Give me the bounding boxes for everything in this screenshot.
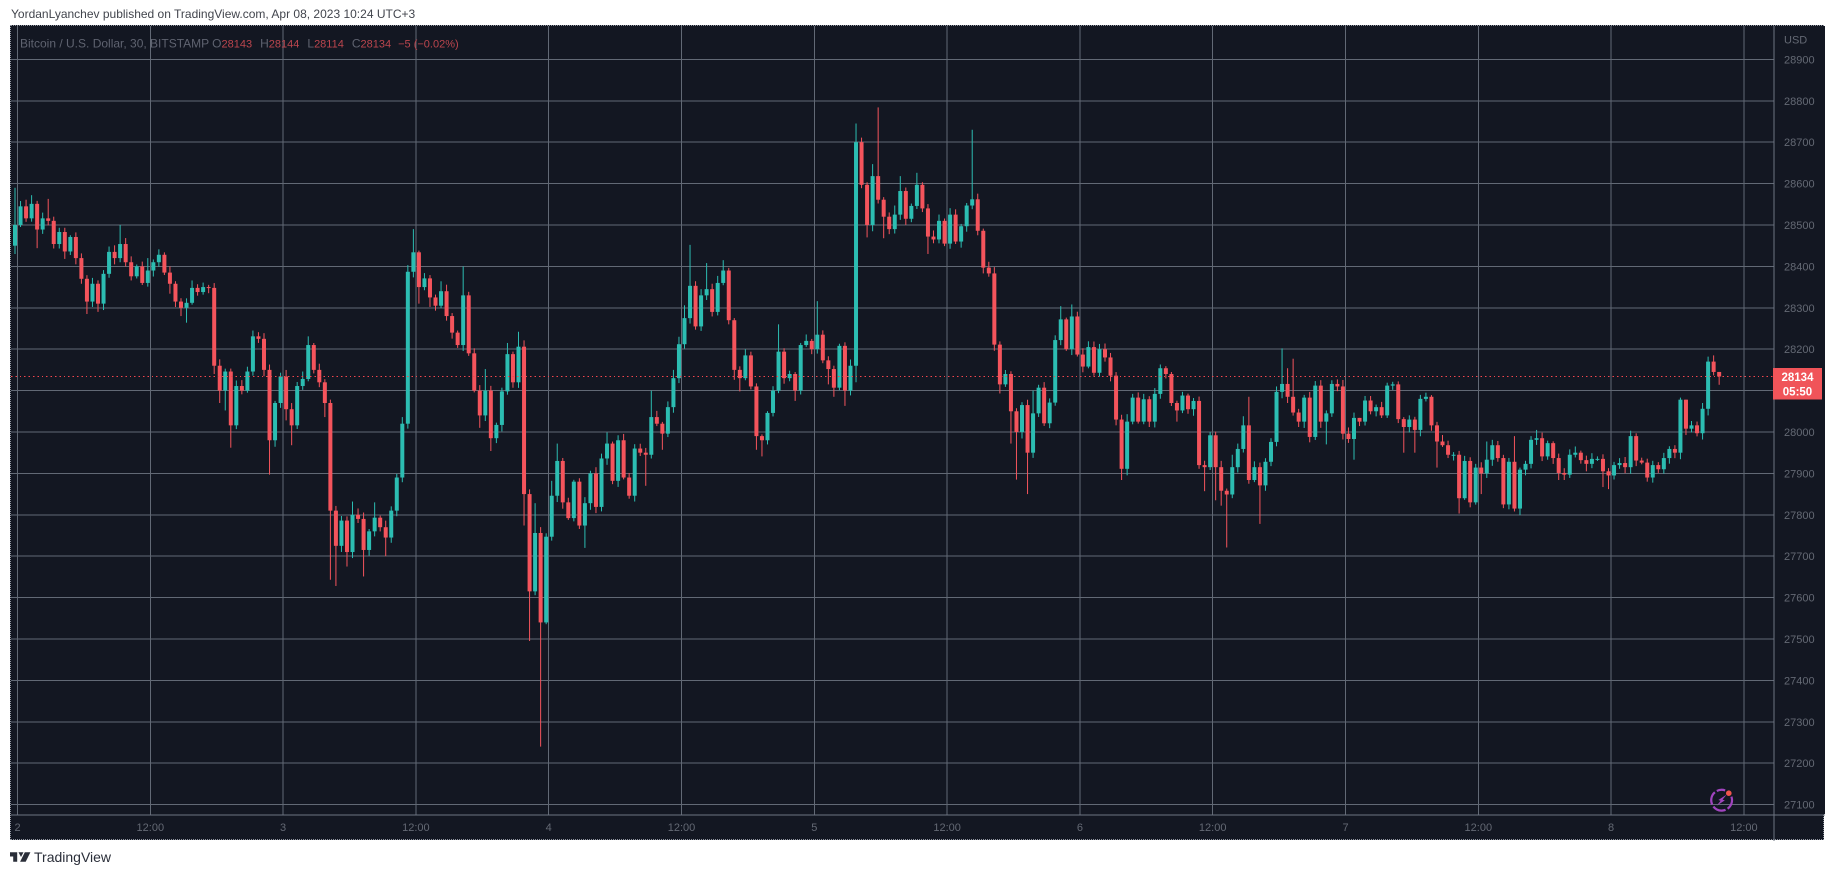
- svg-text:12:00: 12:00: [1199, 822, 1227, 834]
- svg-text:28400: 28400: [1784, 261, 1815, 273]
- svg-text:12:00: 12:00: [1465, 822, 1493, 834]
- svg-text:27700: 27700: [1784, 551, 1815, 563]
- svg-text:05:50: 05:50: [1783, 387, 1812, 399]
- svg-text:28134: 28134: [1782, 372, 1815, 384]
- svg-text:27600: 27600: [1784, 593, 1815, 605]
- svg-text:27100: 27100: [1784, 800, 1815, 812]
- svg-text:28600: 28600: [1784, 179, 1815, 191]
- svg-text:5: 5: [811, 822, 817, 834]
- svg-text:6: 6: [1077, 822, 1083, 834]
- svg-text:USD: USD: [1784, 35, 1807, 47]
- svg-text:7: 7: [1342, 822, 1348, 834]
- svg-text:12:00: 12:00: [933, 822, 961, 834]
- svg-text:12:00: 12:00: [402, 822, 430, 834]
- svg-text:8: 8: [1608, 822, 1614, 834]
- svg-text:28700: 28700: [1784, 137, 1815, 149]
- svg-text:27900: 27900: [1784, 468, 1815, 480]
- svg-text:2: 2: [14, 822, 20, 834]
- svg-text:4: 4: [546, 822, 552, 834]
- svg-text:27800: 27800: [1784, 510, 1815, 522]
- svg-text:27400: 27400: [1784, 675, 1815, 687]
- svg-text:28300: 28300: [1784, 303, 1815, 315]
- svg-text:27500: 27500: [1784, 634, 1815, 646]
- svg-text:27200: 27200: [1784, 758, 1815, 770]
- svg-text:12:00: 12:00: [668, 822, 696, 834]
- svg-text:28500: 28500: [1784, 220, 1815, 232]
- svg-text:28200: 28200: [1784, 344, 1815, 356]
- svg-text:Bitcoin / U.S. Dollar, 30, BIT: Bitcoin / U.S. Dollar, 30, BITSTAMP O2814…: [20, 37, 459, 51]
- svg-text:28000: 28000: [1784, 427, 1815, 439]
- svg-text:27300: 27300: [1784, 717, 1815, 729]
- svg-text:TradingView: TradingView: [34, 849, 112, 865]
- svg-text:12:00: 12:00: [137, 822, 165, 834]
- svg-text:28800: 28800: [1784, 96, 1815, 108]
- svg-text:3: 3: [280, 822, 286, 834]
- svg-text:12:00: 12:00: [1730, 822, 1758, 834]
- svg-text:28900: 28900: [1784, 54, 1815, 66]
